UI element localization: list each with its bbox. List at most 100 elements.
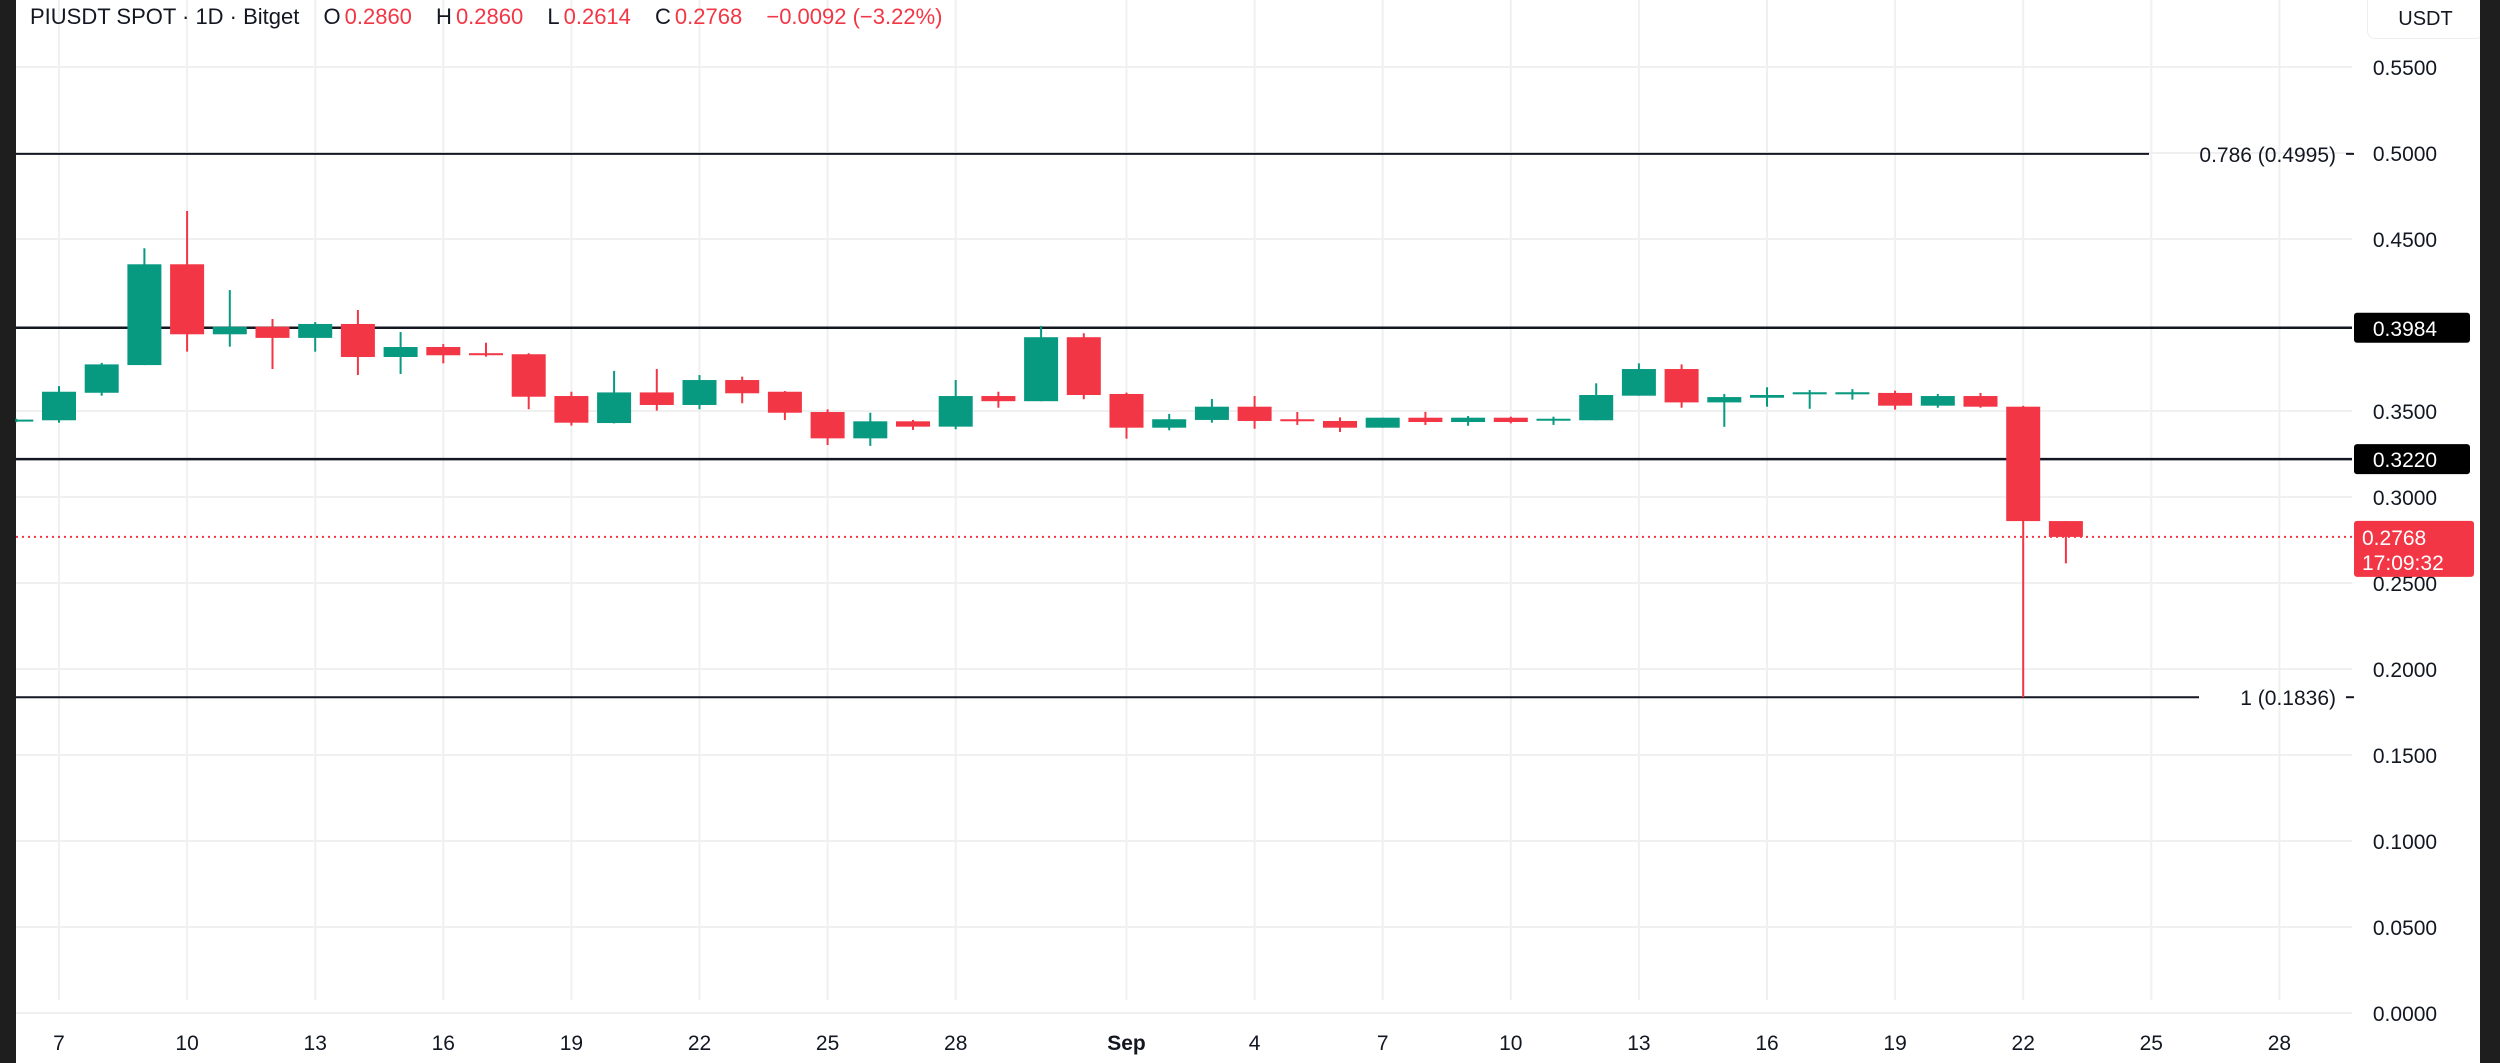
- x-tick-label: 10: [175, 1032, 198, 1055]
- candle-body: [1024, 337, 1059, 402]
- candle-body: [938, 396, 973, 427]
- last-price-tag: [2354, 520, 2474, 577]
- y-tick-label: 0.1000: [2373, 831, 2437, 854]
- candle-body: [1408, 417, 1443, 423]
- change-value: −0.0092 (−3.22%): [766, 4, 943, 29]
- candle-body: [1579, 395, 1614, 421]
- candle-body: [1878, 392, 1913, 406]
- candle-body: [1664, 369, 1699, 403]
- x-tick-label: 28: [944, 1032, 967, 1055]
- y-tick-label: 0.5000: [2373, 143, 2437, 166]
- candle-body: [469, 353, 503, 356]
- x-tick-label: 22: [2012, 1032, 2035, 1055]
- candle-body: [554, 396, 589, 423]
- candle-body: [2006, 406, 2041, 522]
- y-tick-label: 0.3000: [2373, 487, 2437, 510]
- x-tick-label: Sep: [1107, 1032, 1146, 1055]
- candle-body: [1451, 417, 1486, 423]
- candle-body: [127, 264, 162, 366]
- y-tick-label: 0.0000: [2373, 1003, 2437, 1026]
- candle-body: [1237, 406, 1272, 421]
- x-tick-label: 13: [304, 1032, 327, 1055]
- candle-body: [340, 323, 375, 357]
- close-value: 0.2768: [674, 4, 743, 29]
- level-price-tag-label: 0.3220: [2373, 449, 2437, 472]
- window-frame-left: [0, 0, 16, 1063]
- x-tick-label: 16: [1755, 1032, 1778, 1055]
- candle-body: [1066, 337, 1101, 396]
- candle-body: [1365, 417, 1400, 428]
- candle-body: [16, 419, 34, 422]
- candle-body: [426, 347, 461, 356]
- high-label: H: [436, 4, 452, 29]
- candle-body: [1920, 396, 1955, 406]
- candle-body: [1152, 419, 1187, 428]
- y-tick-label: 0.2500: [2373, 573, 2437, 596]
- candle-body: [896, 421, 930, 427]
- fib-level-label: 0.786 (0.4995): [2199, 144, 2336, 167]
- candle-body: [1621, 369, 1656, 396]
- candle-body: [810, 412, 845, 439]
- currency-button[interactable]: USDT: [2367, 0, 2484, 39]
- candle-body: [1493, 417, 1528, 423]
- candle-body: [84, 364, 119, 393]
- open-value: 0.2860: [344, 4, 412, 29]
- x-tick-label: 22: [688, 1032, 711, 1055]
- y-tick-label: 0.3500: [2373, 401, 2437, 424]
- x-tick-label: 19: [560, 1032, 583, 1055]
- candle-body: [298, 323, 333, 338]
- x-tick-label: 10: [1499, 1032, 1522, 1055]
- level-price-tag: [2354, 444, 2470, 475]
- level-price-tag-label: 0.3984: [2373, 318, 2438, 341]
- high-value: 0.2860: [455, 4, 524, 29]
- level-price-tag: [2354, 312, 2470, 343]
- candle-body: [639, 392, 674, 405]
- last-price-label: 0.2768: [2362, 527, 2426, 550]
- x-tick-label: 28: [2268, 1032, 2291, 1055]
- x-tick-label: 4: [1249, 1032, 1261, 1055]
- close-label: C: [655, 4, 671, 29]
- low-value: 0.2614: [563, 4, 631, 29]
- bar-countdown-label: 17:09:32: [2362, 552, 2444, 575]
- candle-body: [1280, 419, 1315, 422]
- candle-body: [682, 380, 717, 405]
- x-tick-label: 25: [2140, 1032, 2163, 1055]
- candle-body: [1792, 392, 1827, 395]
- candle-body: [725, 380, 760, 394]
- window-frame-right: [2480, 0, 2500, 1063]
- x-tick-label: 25: [816, 1032, 839, 1055]
- candle-body: [1750, 395, 1784, 398]
- candle-body: [511, 354, 546, 397]
- candle-body: [1194, 406, 1229, 420]
- x-tick-label: 7: [1377, 1032, 1389, 1055]
- candle-body: [1835, 392, 1870, 395]
- open-label: O: [323, 4, 341, 29]
- candle-body: [1323, 420, 1357, 428]
- candle-body: [42, 391, 76, 421]
- y-tick-label: 0.1500: [2373, 745, 2437, 768]
- y-tick-label: 0.0500: [2373, 917, 2437, 940]
- candle-body: [1707, 397, 1742, 403]
- candle-body: [2048, 521, 2083, 537]
- symbol-legend: PIUSDT SPOT · 1D · Bitget O 0.2860 H 0.286…: [30, 4, 946, 30]
- x-tick-label: 13: [1627, 1032, 1650, 1055]
- candle-body: [383, 347, 418, 357]
- candle-body: [255, 326, 290, 338]
- x-tick-label: 19: [1883, 1032, 1906, 1055]
- x-tick-label: 16: [432, 1032, 455, 1055]
- x-tick-label: 7: [53, 1032, 65, 1055]
- symbol-title: PIUSDT SPOT · 1D · Bitget: [30, 4, 300, 29]
- fib-level-label: 1 (0.1836): [2240, 687, 2336, 710]
- candle-body: [212, 326, 247, 335]
- candle-body: [597, 392, 632, 424]
- y-tick-label: 0.5500: [2373, 57, 2437, 80]
- candle-body: [981, 396, 1016, 402]
- candle-body: [1536, 418, 1571, 421]
- candle-body: [1963, 396, 1998, 407]
- low-label: L: [547, 4, 560, 29]
- candle-body: [1109, 393, 1144, 428]
- candle-body: [170, 264, 205, 335]
- candle-body: [767, 391, 802, 413]
- candle-body: [853, 421, 888, 439]
